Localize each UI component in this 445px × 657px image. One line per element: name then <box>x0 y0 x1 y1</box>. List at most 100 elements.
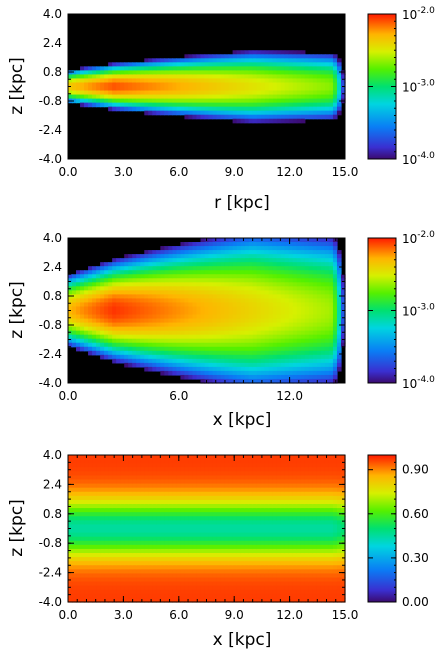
heatmap-cell <box>108 593 113 599</box>
heatmap-cell <box>124 532 129 538</box>
heatmap-cell <box>300 102 306 108</box>
heatmap-cell <box>200 74 206 80</box>
heatmap-cell <box>68 553 73 558</box>
heatmap-cell <box>300 334 306 340</box>
heatmap-cell <box>204 330 210 336</box>
heatmap-cell <box>176 78 181 84</box>
heatmap-cell <box>164 463 169 468</box>
heatmap-cell <box>220 330 226 336</box>
heatmap-cell <box>196 499 202 505</box>
heatmap-cell <box>304 378 310 384</box>
heatmap-cell <box>176 90 181 96</box>
heatmap-cell <box>212 58 218 63</box>
heatmap-cell <box>212 479 218 485</box>
heatmap-cell <box>96 459 101 464</box>
heatmap-cell <box>160 512 165 517</box>
heatmap-cell <box>156 499 161 505</box>
heatmap-cell <box>108 314 113 320</box>
heatmap-cell <box>164 98 169 104</box>
heatmap-cell <box>136 487 141 493</box>
heatmap-cell <box>140 350 145 356</box>
heatmap-cell <box>88 504 93 509</box>
heatmap-cell <box>84 74 89 80</box>
heatmap-cell <box>300 74 306 80</box>
heatmap-cell <box>204 346 210 352</box>
heatmap-cell <box>220 471 226 477</box>
heatmap-cell <box>200 286 206 291</box>
heatmap-cell <box>72 318 77 324</box>
heatmap-cell <box>232 66 238 71</box>
heatmap-cell <box>156 569 161 575</box>
heatmap-cell <box>208 585 214 591</box>
heatmap-cell <box>92 499 97 505</box>
heatmap-cell <box>208 298 214 304</box>
heatmap-cell <box>280 70 286 76</box>
heatmap-cell <box>92 102 97 108</box>
heatmap-cell <box>108 532 113 538</box>
heatmap-cell <box>288 326 294 332</box>
heatmap-cell <box>228 266 234 271</box>
heatmap-cell <box>324 322 330 328</box>
heatmap-cell <box>148 581 153 587</box>
heatmap-cell <box>208 378 214 384</box>
heatmap-cell <box>116 314 121 320</box>
heatmap-cell <box>188 262 194 267</box>
heatmap-cell <box>120 274 125 279</box>
heatmap-cell <box>204 78 210 84</box>
heatmap-cell <box>328 270 334 275</box>
heatmap-cell <box>188 110 194 116</box>
heatmap-cell <box>76 322 81 328</box>
heatmap-cell <box>180 322 186 328</box>
heatmap-cell <box>280 238 286 243</box>
heatmap-cell <box>224 512 230 517</box>
heatmap-cell <box>80 314 85 320</box>
heatmap-cell <box>112 589 117 595</box>
heatmap-cell <box>200 366 206 372</box>
heatmap-cell <box>164 459 169 464</box>
heatmap-cell <box>72 471 77 477</box>
heatmap-cell <box>120 326 125 332</box>
heatmap-cell <box>160 334 165 340</box>
heatmap-cell <box>140 354 145 360</box>
heatmap-cell <box>224 495 230 501</box>
heatmap-cell <box>176 70 181 76</box>
heatmap-cell <box>196 294 202 300</box>
heatmap-cell <box>268 102 274 108</box>
heatmap-cell <box>144 322 149 328</box>
heatmap-cell <box>124 334 129 340</box>
heatmap-cell <box>104 290 109 295</box>
heatmap-cell <box>244 302 250 308</box>
heatmap-cell <box>152 491 157 497</box>
heatmap-cell <box>124 565 129 570</box>
heatmap-cell <box>336 94 342 100</box>
heatmap-cell <box>228 334 234 340</box>
heatmap-cell <box>116 350 121 356</box>
heatmap-cell <box>192 338 198 344</box>
heatmap-cell <box>188 274 194 279</box>
heatmap-cell <box>300 378 306 384</box>
heatmap-cell <box>224 553 230 558</box>
heatmap-cell <box>240 290 246 295</box>
heatmap-cell <box>160 274 165 279</box>
heatmap-cell <box>88 86 93 92</box>
heatmap-cell <box>92 346 97 352</box>
heatmap-cell <box>132 62 137 67</box>
heatmap-cell <box>160 286 165 291</box>
heatmap-cell <box>180 459 186 464</box>
heatmap-cell <box>88 495 93 501</box>
heatmap-cell <box>132 298 137 304</box>
heatmap-cell <box>204 512 210 517</box>
heatmap-cell <box>216 90 222 96</box>
heatmap-cell <box>144 491 149 497</box>
heatmap-cell <box>256 86 262 92</box>
heatmap-cell <box>88 90 93 96</box>
heatmap-cell <box>108 310 113 316</box>
heatmap-cell <box>92 278 97 283</box>
heatmap-cell <box>132 512 137 517</box>
heatmap-cell <box>164 270 169 275</box>
heatmap-cell <box>168 593 173 599</box>
heatmap-cell <box>316 286 322 291</box>
heatmap-cell <box>208 536 214 542</box>
heatmap-cell <box>284 78 290 84</box>
heatmap-cell <box>300 94 306 100</box>
